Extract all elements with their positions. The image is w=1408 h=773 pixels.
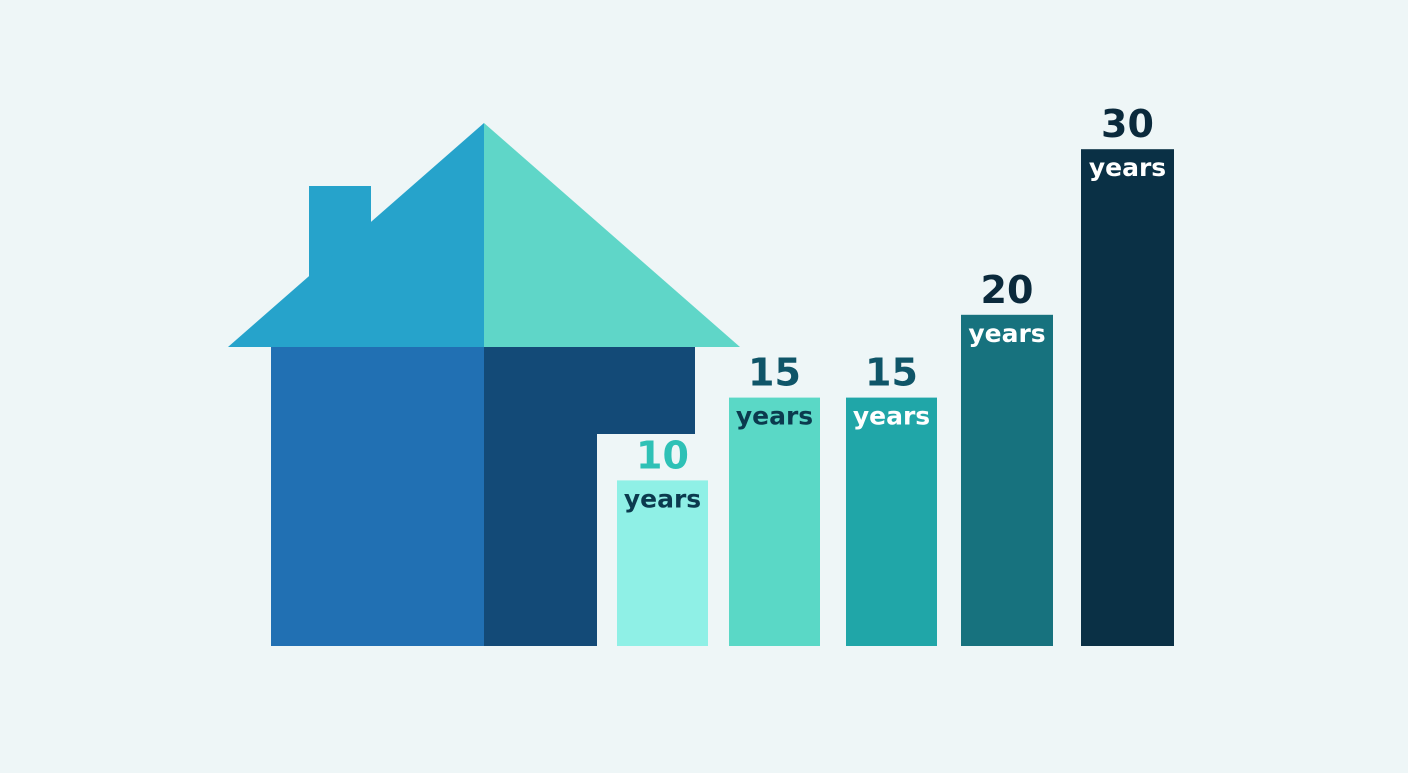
house-wall-right [484,347,695,646]
house-illustration [228,123,740,646]
bar-value-label-5: 30 [1101,102,1154,146]
bar-2 [729,397,820,646]
bar-unit-label-5: years [1089,153,1166,182]
bar-unit-label-4: years [968,319,1045,348]
bar-value-label-2: 15 [748,351,801,395]
bar-value-label-1: 10 [636,433,689,477]
house-roof-right [484,123,740,347]
bar-3 [846,397,937,646]
bar-value-label-3: 15 [865,351,918,395]
bar-value-label-4: 20 [981,268,1034,312]
bar-4 [961,314,1053,646]
house-roof-left [228,123,484,347]
house-wall-left [271,347,485,646]
bars-group: 10 years 15 years 15 years 20 years 30 years [617,102,1174,646]
bar-unit-label-2: years [736,402,813,431]
bar-unit-label-3: years [853,402,930,431]
bar-5 [1081,149,1174,646]
bar-1 [617,480,708,646]
bar-unit-label-1: years [624,484,701,513]
